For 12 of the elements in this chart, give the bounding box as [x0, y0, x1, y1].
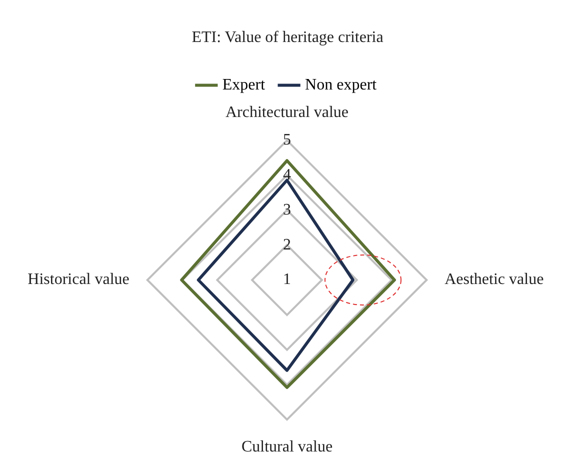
- spoke-label: Architectural value: [225, 104, 349, 122]
- spoke-label: Cultural value: [241, 438, 333, 456]
- legend-label: Expert: [222, 76, 266, 94]
- chart-title: ETI: Value of heritage criteria: [192, 28, 384, 46]
- y-tick-label: 4: [283, 166, 291, 184]
- y-tick-label: 2: [283, 236, 291, 254]
- legend-label: Non expert: [305, 76, 378, 94]
- y-tick-label: 3: [283, 201, 291, 218]
- spoke-label: Aesthetic value: [444, 271, 544, 288]
- y-tick-label: 1: [283, 271, 291, 288]
- spoke-label: Historical value: [28, 271, 130, 288]
- y-tick-label: 5: [283, 132, 291, 149]
